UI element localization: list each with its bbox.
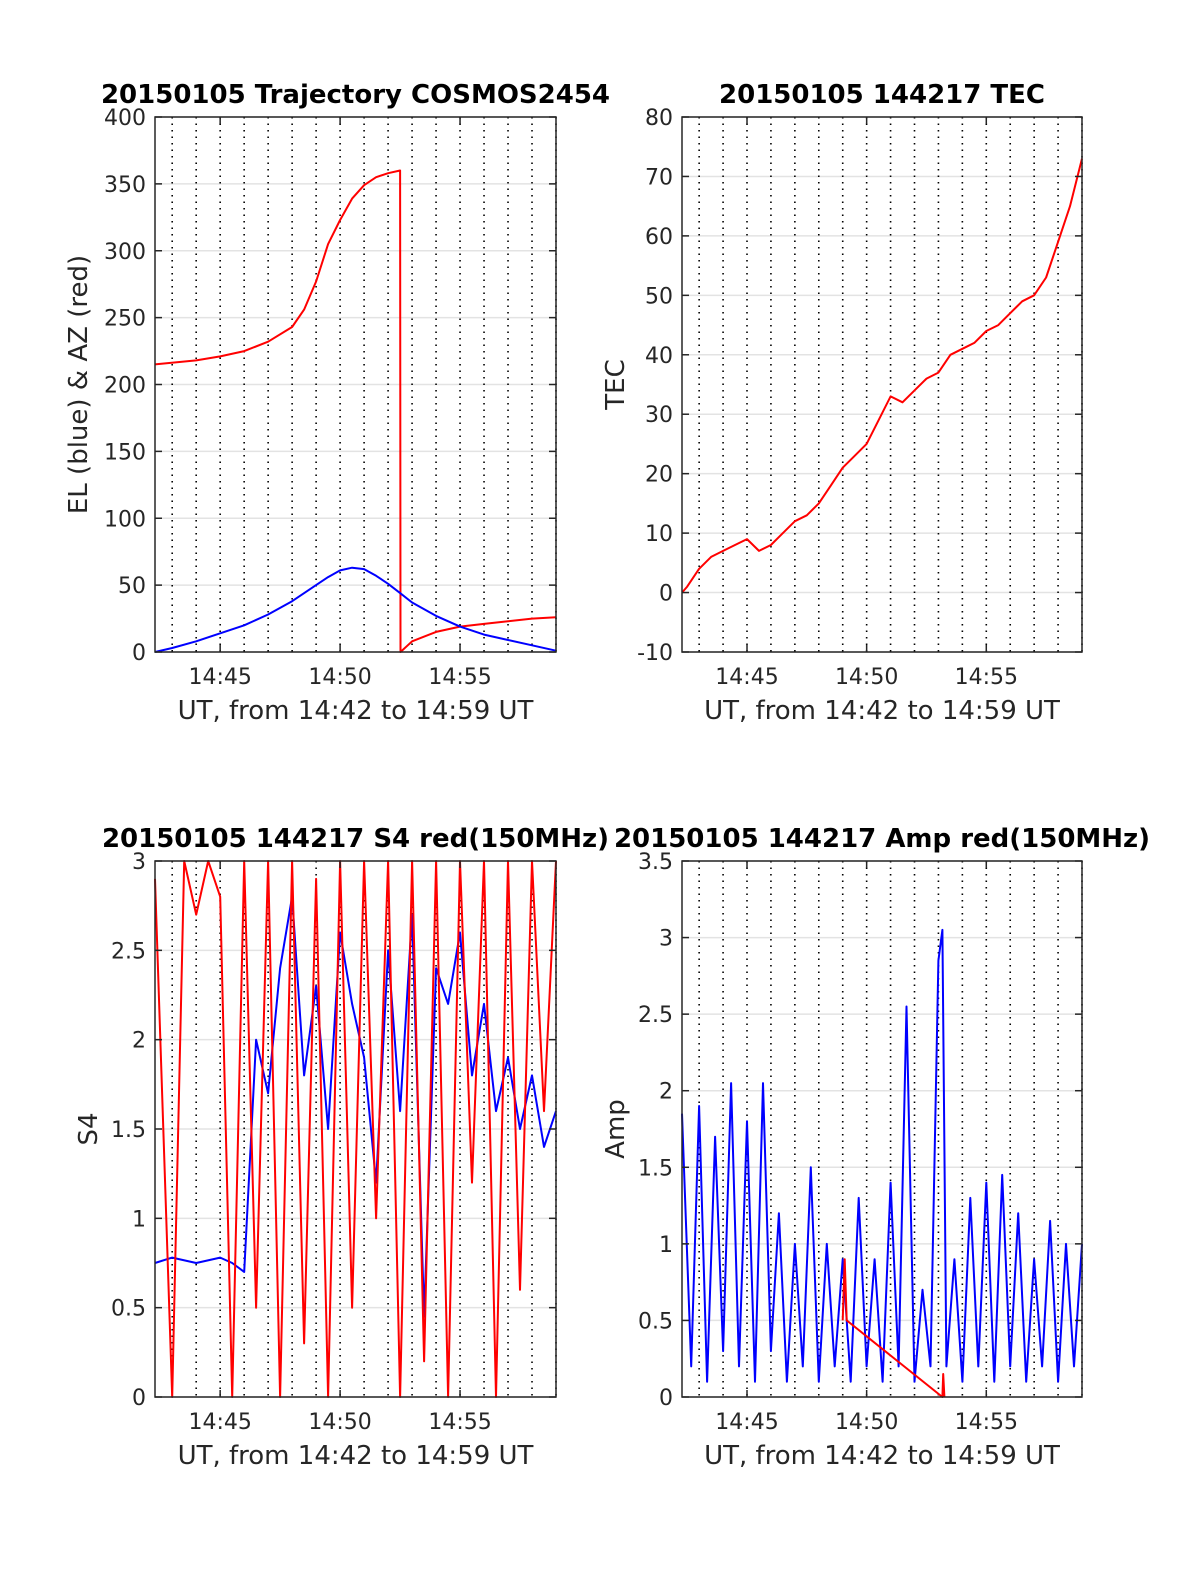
x-tick-label: 14:45 — [188, 1410, 251, 1435]
x-tick-label: 14:55 — [955, 665, 1018, 690]
chart-title: 20150105 144217 Amp red(150MHz) — [614, 824, 1150, 854]
chart-3: 0 0.5 1 1.5 2 2.5 3 3.5 14:45 14:50 14:55 20150105 … — [601, 824, 1150, 1471]
y-tick-label: 300 — [104, 240, 146, 265]
y-tick-label: 250 — [104, 307, 146, 332]
y-tick-label: 2 — [659, 1080, 673, 1105]
x-tick-label: 14:55 — [955, 1410, 1018, 1435]
y-tick-label: 0 — [132, 1386, 146, 1411]
series-line-1 — [841, 1258, 946, 1398]
y-tick-label: 1.5 — [638, 1156, 673, 1181]
y-tick-label: 0.5 — [111, 1297, 146, 1322]
y-tick-label: 0 — [132, 641, 146, 666]
axes-frame — [681, 116, 1083, 653]
y-tick-label: 0 — [659, 582, 673, 607]
y-tick-label: 1 — [659, 1233, 673, 1258]
series-line-1 — [154, 566, 557, 653]
chart-1: -10 0 10 20 30 40 50 60 70 80 14:45 14:50 14:55 20150… — [601, 80, 1083, 726]
series-line-0 — [681, 158, 1083, 594]
y-tick-label: 60 — [645, 225, 673, 250]
x-axis-label: UT, from 14:42 to 14:59 UT — [178, 1441, 534, 1471]
y-tick-label: 1 — [132, 1207, 146, 1232]
y-axis-label: S4 — [74, 1112, 104, 1145]
y-tick-label: 200 — [104, 374, 146, 399]
y-tick-label: 1.5 — [111, 1118, 146, 1143]
axes-frame — [681, 860, 1083, 1398]
y-tick-label: 10 — [645, 522, 673, 547]
y-axis-label: TEC — [601, 359, 631, 410]
y-tick-label: 400 — [104, 106, 146, 131]
x-tick-label: 14:50 — [835, 1410, 898, 1435]
chart-0: 0 50 100 150 200 250 300 350 400 14:45 14:50 14:55 2… — [64, 80, 610, 726]
series-line-0 — [154, 169, 557, 653]
y-tick-label: 350 — [104, 173, 146, 198]
y-tick-label: 3 — [659, 927, 673, 952]
x-tick-label: 14:50 — [308, 665, 371, 690]
y-axis-label: Amp — [601, 1099, 631, 1159]
y-tick-label: 70 — [645, 165, 673, 190]
series-line-1 — [154, 860, 557, 1398]
series-line-0 — [154, 895, 557, 1318]
y-tick-label: 50 — [645, 284, 673, 309]
x-tick-label: 14:50 — [308, 1410, 371, 1435]
y-tick-label: 30 — [645, 403, 673, 428]
x-tick-label: 14:45 — [715, 665, 778, 690]
x-tick-label: 14:45 — [715, 1410, 778, 1435]
y-tick-label: 100 — [104, 507, 146, 532]
y-tick-label: 0.5 — [638, 1309, 673, 1334]
x-tick-label: 14:50 — [835, 665, 898, 690]
y-tick-label: 2.5 — [111, 939, 146, 964]
y-tick-label: 3.5 — [638, 850, 673, 875]
x-axis-label: UT, from 14:42 to 14:59 UT — [704, 696, 1060, 726]
x-axis-label: UT, from 14:42 to 14:59 UT — [178, 696, 534, 726]
x-axis-label: UT, from 14:42 to 14:59 UT — [704, 1441, 1060, 1471]
x-tick-label: 14:45 — [188, 665, 251, 690]
y-tick-label: 150 — [104, 440, 146, 465]
y-tick-label: 3 — [132, 850, 146, 875]
x-tick-label: 14:55 — [428, 1410, 491, 1435]
x-tick-label: 14:55 — [428, 665, 491, 690]
y-tick-label: 50 — [118, 574, 146, 599]
y-tick-label: 80 — [645, 106, 673, 131]
y-tick-label: 20 — [645, 463, 673, 488]
y-tick-label: 2.5 — [638, 1003, 673, 1028]
y-tick-label: -10 — [637, 641, 673, 666]
y-tick-label: 2 — [132, 1029, 146, 1054]
y-axis-label: EL (blue) & AZ (red) — [64, 255, 94, 514]
chart-title: 20150105 144217 S4 red(150MHz) — [102, 824, 609, 854]
chart-title: 20150105 144217 TEC — [719, 80, 1045, 110]
chart-title: 20150105 Trajectory COSMOS2454 — [101, 80, 610, 110]
chart-2: 0 0.5 1 1.5 2 2.5 3 14:45 14:50 14:55 20150105 144… — [74, 824, 609, 1471]
y-tick-label: 40 — [645, 344, 673, 369]
y-tick-label: 0 — [659, 1386, 673, 1411]
series-line-0 — [681, 928, 1083, 1383]
